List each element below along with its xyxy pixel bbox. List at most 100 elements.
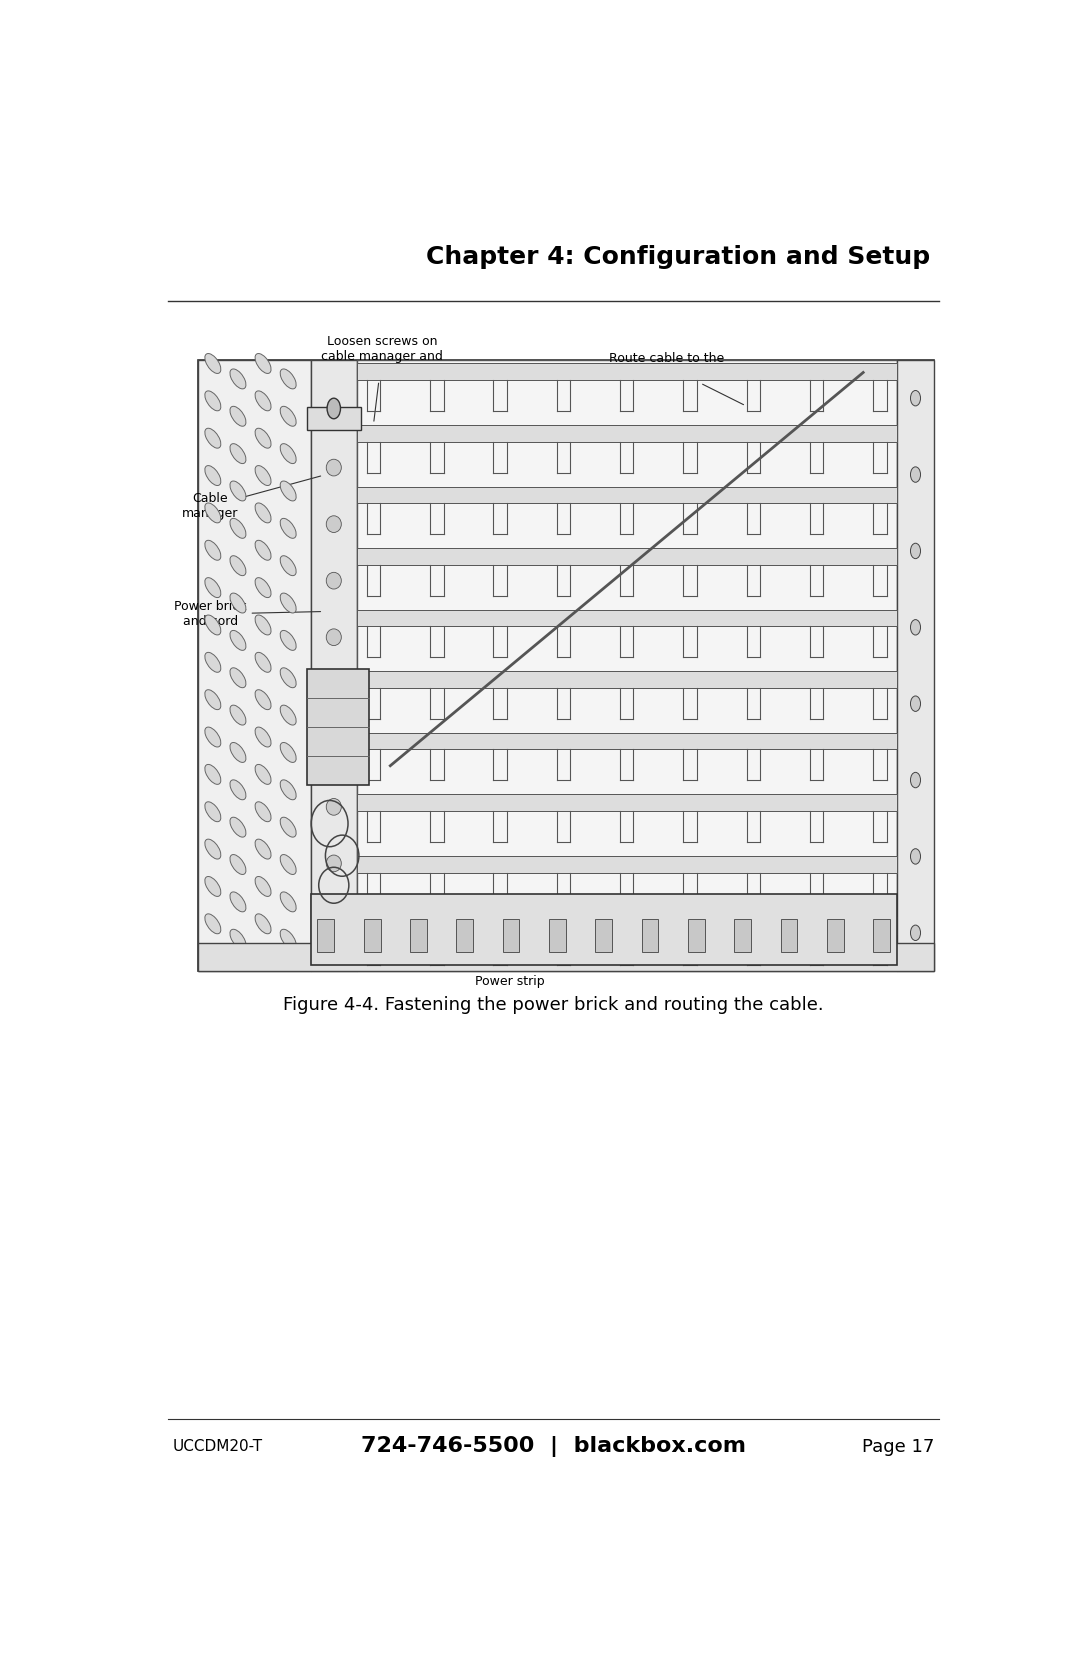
Bar: [688, 918, 705, 951]
Circle shape: [327, 399, 340, 419]
Text: Chapter 4: Configuration and Setup: Chapter 4: Configuration and Setup: [426, 245, 930, 269]
Ellipse shape: [280, 406, 296, 426]
Ellipse shape: [205, 466, 220, 486]
Circle shape: [910, 542, 920, 559]
Ellipse shape: [230, 891, 246, 911]
Ellipse shape: [230, 406, 246, 426]
Ellipse shape: [205, 653, 220, 673]
Circle shape: [910, 850, 920, 865]
Bar: [356, 547, 896, 564]
Ellipse shape: [255, 653, 271, 673]
Ellipse shape: [230, 592, 246, 613]
Bar: [307, 407, 361, 431]
Ellipse shape: [280, 444, 296, 464]
Ellipse shape: [205, 391, 220, 411]
Circle shape: [910, 391, 920, 406]
Ellipse shape: [230, 818, 246, 838]
Ellipse shape: [280, 519, 296, 539]
Text: Route cable to the
front of the cart: Route cable to the front of the cart: [609, 352, 743, 404]
Bar: [734, 918, 751, 951]
Ellipse shape: [326, 459, 341, 476]
Ellipse shape: [205, 764, 220, 784]
Bar: [198, 359, 934, 971]
Ellipse shape: [326, 855, 341, 871]
Ellipse shape: [230, 668, 246, 688]
Ellipse shape: [230, 369, 246, 389]
Text: Power strip: Power strip: [475, 948, 559, 988]
Bar: [356, 359, 896, 971]
Ellipse shape: [280, 743, 296, 763]
Ellipse shape: [255, 840, 271, 860]
Ellipse shape: [280, 592, 296, 613]
Ellipse shape: [230, 519, 246, 539]
Bar: [549, 918, 566, 951]
Ellipse shape: [255, 429, 271, 449]
Bar: [356, 918, 896, 935]
Ellipse shape: [326, 629, 341, 646]
Text: UCCDM20-T: UCCDM20-T: [173, 1439, 262, 1454]
Bar: [318, 918, 334, 951]
Bar: [198, 943, 934, 971]
Ellipse shape: [280, 779, 296, 799]
Ellipse shape: [326, 911, 341, 928]
Ellipse shape: [280, 818, 296, 838]
Circle shape: [910, 619, 920, 634]
Ellipse shape: [230, 743, 246, 763]
Ellipse shape: [205, 429, 220, 449]
Ellipse shape: [230, 444, 246, 464]
Bar: [356, 609, 896, 626]
Bar: [356, 856, 896, 873]
Bar: [356, 487, 896, 504]
Ellipse shape: [326, 572, 341, 589]
Text: 724-746-5500  |  blackbox.com: 724-746-5500 | blackbox.com: [361, 1437, 746, 1457]
Ellipse shape: [326, 743, 341, 759]
Ellipse shape: [230, 631, 246, 651]
Ellipse shape: [280, 891, 296, 911]
Ellipse shape: [205, 354, 220, 374]
Ellipse shape: [205, 689, 220, 709]
Bar: [307, 669, 369, 784]
Ellipse shape: [205, 614, 220, 634]
Bar: [356, 733, 896, 749]
Ellipse shape: [205, 801, 220, 821]
Bar: [595, 918, 612, 951]
Bar: [896, 359, 934, 971]
Ellipse shape: [255, 466, 271, 486]
Ellipse shape: [326, 686, 341, 703]
Circle shape: [910, 467, 920, 482]
Ellipse shape: [230, 855, 246, 875]
Bar: [356, 364, 896, 381]
Ellipse shape: [255, 502, 271, 522]
Ellipse shape: [205, 502, 220, 522]
Ellipse shape: [255, 728, 271, 748]
Text: Power brick
and cord: Power brick and cord: [174, 601, 321, 628]
Text: Loosen screws on
cable manager and
pull up: Loosen screws on cable manager and pull …: [321, 334, 443, 421]
Circle shape: [910, 925, 920, 941]
Bar: [827, 918, 843, 951]
Ellipse shape: [280, 369, 296, 389]
Text: Page 17: Page 17: [862, 1439, 934, 1455]
Bar: [356, 426, 896, 442]
Bar: [874, 918, 890, 951]
Text: Cable
manager: Cable manager: [183, 476, 321, 521]
Ellipse shape: [255, 391, 271, 411]
Ellipse shape: [230, 779, 246, 799]
Ellipse shape: [280, 704, 296, 724]
Circle shape: [910, 696, 920, 711]
Bar: [457, 918, 473, 951]
Ellipse shape: [255, 541, 271, 561]
Ellipse shape: [230, 704, 246, 724]
Ellipse shape: [205, 577, 220, 598]
Bar: [311, 895, 896, 965]
Ellipse shape: [205, 876, 220, 896]
Ellipse shape: [255, 915, 271, 933]
Bar: [311, 359, 356, 971]
Ellipse shape: [205, 541, 220, 561]
Bar: [642, 918, 659, 951]
Bar: [356, 671, 896, 688]
Ellipse shape: [255, 354, 271, 374]
Circle shape: [910, 773, 920, 788]
Ellipse shape: [205, 840, 220, 860]
Ellipse shape: [326, 798, 341, 814]
Ellipse shape: [255, 801, 271, 821]
